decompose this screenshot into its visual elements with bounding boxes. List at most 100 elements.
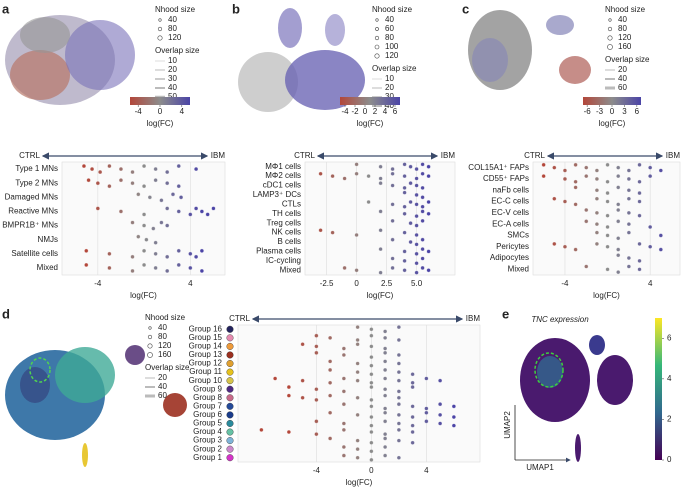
nhood-point [584,165,589,170]
nhood-point [390,218,395,223]
nhood-point [95,206,100,211]
legend-size-dot [375,27,379,31]
group-swatch [226,325,234,333]
nhood-point [378,270,383,275]
x-tick-label: 4 [424,466,429,475]
nhood-point [328,359,333,364]
nhood-point [420,171,425,176]
ctrl-label: CTRL [524,151,545,160]
nhood-point [438,402,443,407]
nhood-point [199,268,204,273]
legend-size-label: 160 [618,42,632,51]
row-label: Plasma cells [256,247,301,256]
nhood-point [420,195,425,200]
nhood-point [205,212,210,217]
row-label: Satellite cells [11,249,58,258]
nhood-point [118,167,124,172]
nhood-point [420,162,425,167]
colorbar-title: log(FC) [357,119,384,128]
nhood-point [314,344,319,349]
nhood-point [451,414,456,420]
nhood-point [552,196,557,201]
nhood-point [142,212,147,217]
nhood-point [605,162,610,167]
nhood-point [383,367,388,373]
panel-letter: e [502,306,509,321]
colorbar-tick-label: 2 [667,415,672,424]
nhood-point [188,251,193,256]
nhood-point [84,248,89,253]
legend-size-label: 40 [385,15,394,24]
nhood-point [90,167,95,172]
colorbar-tick-label: 0 [158,107,163,116]
nhood-point [369,397,374,402]
nhood-point [179,195,184,200]
row-label: Mixed [280,265,301,274]
nhood-point [314,397,319,402]
nhood-point [383,387,388,392]
row-label: naFb cells [493,185,529,194]
legend-overlap-label: 40 [168,83,177,92]
nhood-point [584,219,589,224]
group-swatch [226,394,234,402]
legend-size-dot [147,343,153,349]
nhood-point [383,393,388,398]
nhood-point [424,406,429,411]
nhood-point [408,239,413,245]
nhood-point [330,230,335,235]
nhood-point [573,247,578,252]
nhood-point [369,363,374,368]
nhood-point [414,261,419,266]
nhood-point [396,378,401,383]
legend-size-dot [147,334,153,340]
colorbar-tick-label: 6 [667,333,672,342]
ibm-label: IBM [666,151,681,160]
nhood-point [176,209,181,214]
nhood-point [341,453,346,458]
colorbar-tick-label: -2 [351,107,359,116]
nhood-point [605,179,610,184]
nhood-point [573,162,578,167]
nhood-point [194,206,199,211]
nhood-point [354,171,359,176]
y-axis-label: UMAP2 [503,411,512,439]
nhood-point [414,223,419,228]
legend-size-label: 80 [158,332,167,341]
colorbar-title: log(FC) [599,119,626,128]
nhood-point [130,181,135,186]
nhood-point [383,419,388,424]
nhood-point [330,174,335,179]
nhood-point [136,192,141,197]
nhood-point [383,376,388,381]
legend-size-dot [375,18,379,22]
nhood-point [541,162,546,167]
nhood-point [369,429,374,435]
nhood-point [354,232,359,238]
nhood-point [626,188,631,193]
row-label: MΦ1 cells [265,162,301,171]
colorbar-tick-label: 2 [373,107,378,116]
nhood-point [383,335,388,340]
nhood-point [438,378,443,383]
nhood-point [410,440,415,445]
nhood-point [396,389,401,394]
nhood-point [130,170,135,175]
nhood-point [396,438,401,443]
row-label: Group 4 [193,427,222,436]
nhood-point [584,207,589,213]
nhood-point [594,222,599,227]
nhood-point [390,167,395,172]
nhood-point [354,162,359,167]
nhood-point [414,270,419,275]
nhood-point [383,359,388,364]
legend-size-dot [607,35,613,41]
nhood-point [626,168,631,173]
legend-size-dot [147,352,153,358]
nhood-point [626,196,631,201]
nhood-point [341,352,346,358]
nhood-point [383,406,388,411]
x-tick-label: 4 [188,279,193,288]
nhood-point [390,256,395,261]
nhood-point [378,181,383,186]
nhood-point [383,453,388,458]
